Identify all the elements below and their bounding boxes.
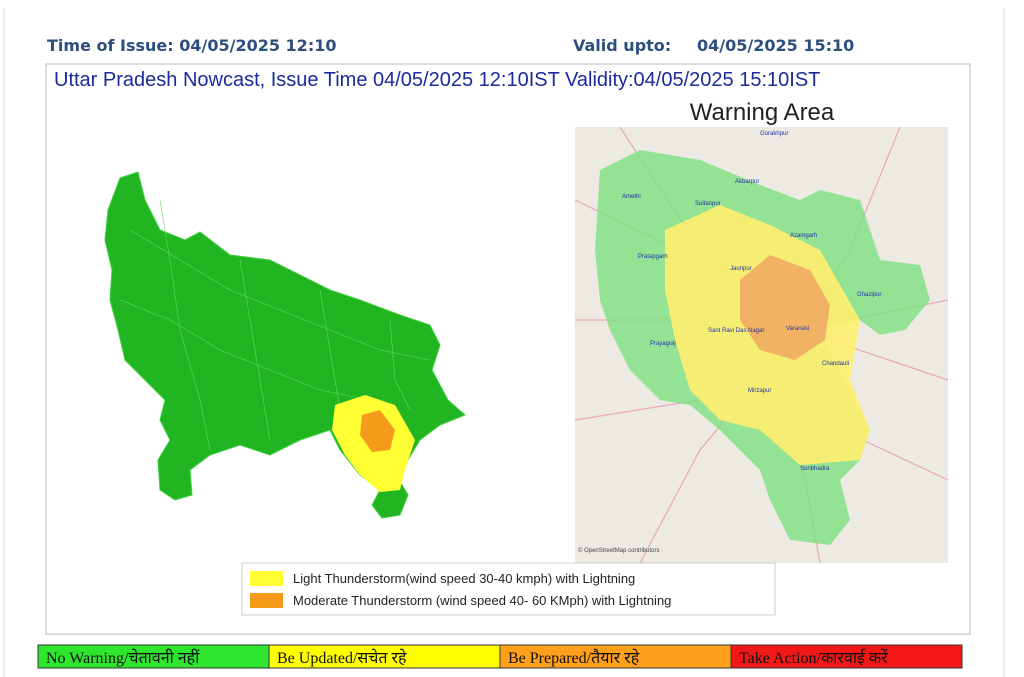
legend-label: Moderate Thunderstorm (wind speed 40- 60… — [293, 593, 671, 608]
place-label: Chandauli — [822, 361, 849, 367]
valid-label: Valid upto: — [573, 36, 671, 55]
legend-swatch — [250, 571, 283, 586]
scale-label: Be Updated/सचेत रहे — [277, 648, 407, 667]
place-label: Pratapgarh — [638, 254, 668, 260]
place-label: Prayagraj — [650, 341, 676, 347]
valid-value: 04/05/2025 15:10 — [697, 36, 854, 55]
legend-label: Light Thunderstorm(wind speed 30-40 kmph… — [293, 571, 635, 586]
scale-label: Take Action/कारवाई करें — [739, 648, 888, 667]
place-label: Ghazipur — [857, 292, 881, 298]
place-label: Gorakhpur — [760, 131, 788, 137]
place-label: Jaunpur — [730, 266, 752, 272]
place-label: Sultanpur — [695, 201, 721, 207]
map-credit: © OpenStreetMap contributors — [578, 547, 659, 554]
map-frame — [45, 63, 971, 635]
place-label: Amethi — [622, 194, 641, 200]
moderate-zone — [360, 410, 395, 452]
inset-title: Warning Area — [690, 99, 835, 126]
issue-time: Time of Issue: 04/05/2025 12:10 — [47, 36, 336, 55]
moderate-zone — [740, 255, 830, 360]
map-title: Uttar Pradesh Nowcast, Issue Time 04/05/… — [54, 69, 820, 91]
place-label: Sonbhadra — [800, 466, 830, 472]
legend-box — [241, 562, 776, 616]
legend-swatch — [250, 593, 283, 608]
state-map — [104, 171, 466, 519]
place-label: Mirzapur — [748, 388, 771, 394]
place-label: Sant Ravi Das Nagar — [708, 328, 764, 334]
place-label: Akbarpur — [735, 179, 759, 185]
place-label: Azamgarh — [790, 233, 817, 239]
scale-label: No Warning/चेतावनी नहीं — [46, 648, 200, 667]
scale-cell — [730, 644, 963, 669]
scale-label: Be Prepared/तैयार रहे — [508, 648, 640, 667]
district-lines — [119, 199, 431, 451]
place-label: Varanasi — [786, 326, 809, 332]
